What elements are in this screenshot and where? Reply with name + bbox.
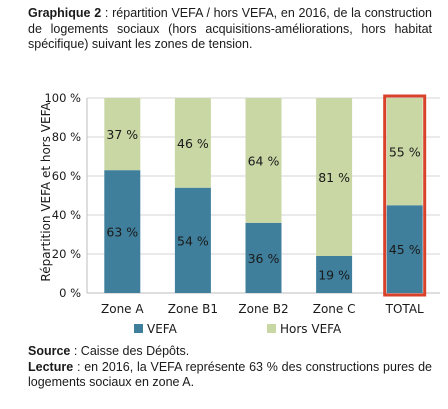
data-label: 36 % (248, 251, 280, 266)
stacked-bar-chart: 0 % 20 % 40 % 60 % 80 % 100 % Répartition VEF… (39, 91, 440, 336)
data-label: 37 % (106, 127, 138, 142)
x-category-label: Zone A (101, 302, 144, 316)
bar-segment-hors-vefa (174, 98, 211, 188)
legend-label: Hors VEFA (280, 322, 342, 336)
data-label: 46 % (177, 136, 209, 151)
data-label: 55 % (389, 145, 421, 160)
y-tick-label: 40 % (52, 208, 81, 222)
bar-segment-vefa (174, 187, 211, 293)
data-label: 54 % (177, 233, 209, 248)
y-tick-label: 80 % (52, 130, 81, 144)
data-label: 64 % (248, 153, 280, 168)
source-text: : Caisse des Dépôts. (70, 344, 190, 358)
legend-label: VEFA (147, 322, 178, 336)
legend: VEFA Hors VEFA (134, 322, 342, 336)
lecture-line: Lecture : en 2016, la VEFA représente 63… (28, 360, 432, 391)
x-category-label: Zone B1 (168, 302, 218, 316)
bar-segment-hors-vefa (104, 98, 141, 171)
bar-segment-vefa (245, 222, 282, 293)
data-label: 45 % (389, 242, 421, 257)
chart-caption: Graphique 2 : répartition VEFA / hors VE… (28, 6, 432, 53)
bars: 63 % 37 % 54 % 46 % 36 % 64 % 19 % 81 % 45 % 55 % (104, 94, 427, 297)
source-line: Source : Caisse des Dépôts. (28, 344, 432, 360)
y-tick-label: 60 % (52, 169, 81, 183)
data-label: 63 % (106, 225, 138, 240)
caption-text: : répartition VEFA / hors VEFA, en 2016,… (28, 6, 432, 51)
y-axis-ticks: 0 % 20 % 40 % 60 % 80 % 100 % (44, 91, 81, 300)
legend-swatch (267, 324, 276, 333)
lecture-label: Lecture (28, 359, 74, 374)
y-tick-label: 100 % (44, 91, 81, 105)
bar-segment-hors-vefa (316, 98, 353, 256)
lecture-text: : en 2016, la VEFA représente 63 % des c… (28, 359, 432, 390)
y-axis-label: Répartition VEFA et hors VEFA (39, 102, 53, 282)
source-label: Source (28, 344, 71, 358)
data-label: 19 % (318, 267, 350, 282)
total-highlight-box (383, 94, 427, 297)
x-category-label: Zone C (313, 302, 356, 316)
x-category-label: TOTAL (385, 302, 424, 316)
bar-segment-vefa (104, 170, 141, 293)
data-label: 81 % (318, 170, 350, 185)
y-tick-label: 0 % (59, 286, 81, 300)
y-tick-label: 20 % (52, 247, 81, 261)
x-category-label: Zone B2 (238, 302, 288, 316)
bar-segment-vefa (386, 205, 423, 293)
bar-segment-hors-vefa (386, 98, 423, 206)
bar-segment-vefa (316, 255, 353, 293)
x-axis-labels: Zone A Zone B1 Zone B2 Zone C TOTAL (101, 302, 424, 316)
legend-swatch (134, 324, 143, 333)
caption-label: Graphique 2 (28, 6, 102, 20)
bar-segment-hors-vefa (245, 98, 282, 223)
chart-footer: Source : Caisse des Dépôts. Lecture : en… (28, 344, 432, 391)
